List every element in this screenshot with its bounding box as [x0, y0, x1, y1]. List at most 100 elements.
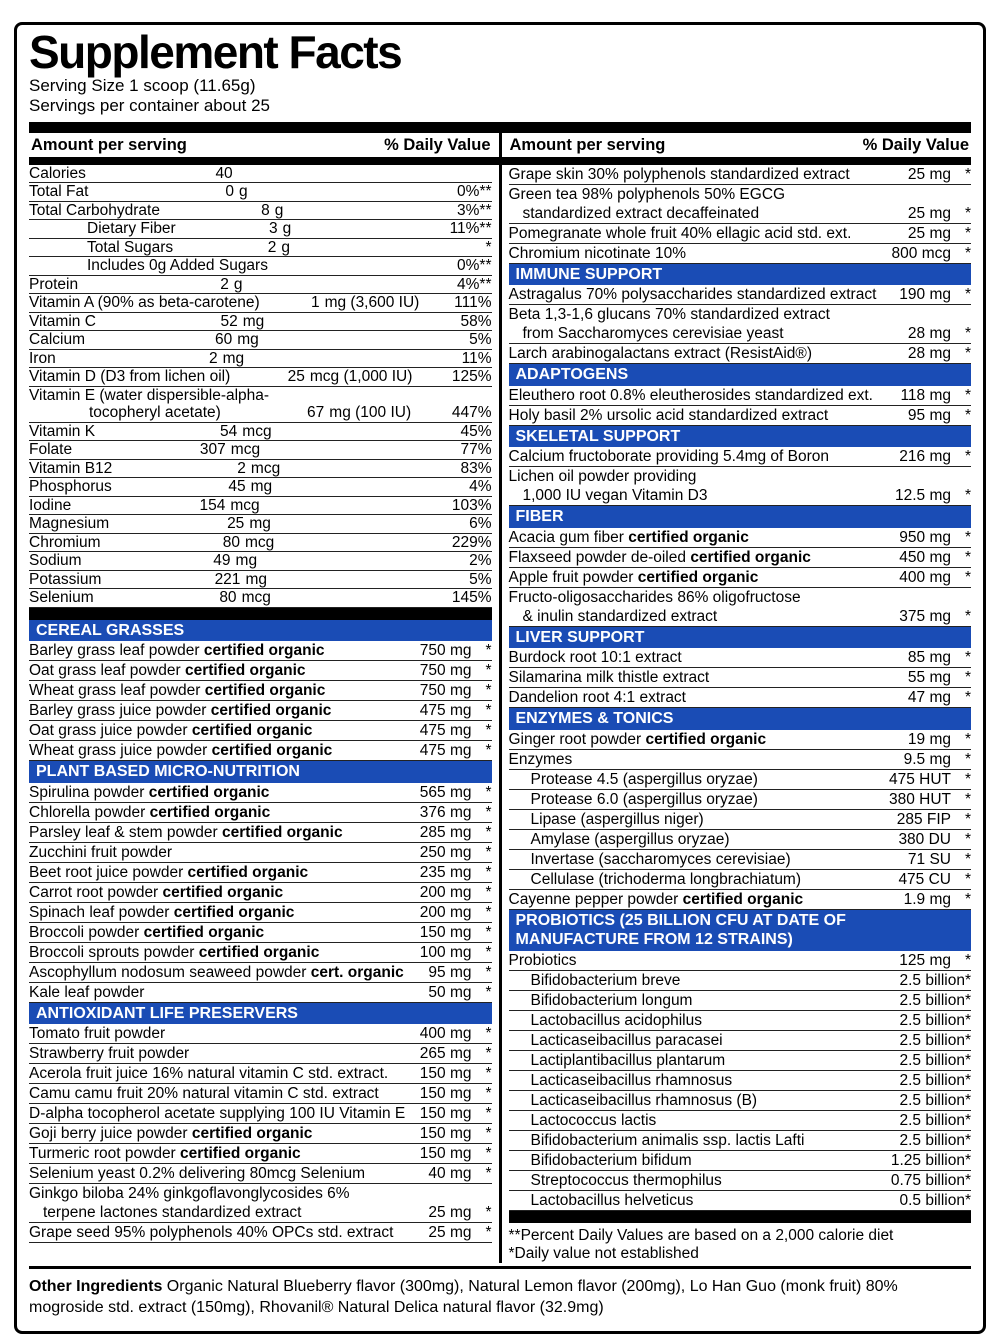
ingredient-amount: 750 mg — [419, 682, 472, 700]
ingredient-amount: 475 mg — [419, 742, 472, 760]
ingredient-name-line: Fructo-oligosaccharides 86% oligofructos… — [508, 588, 801, 606]
ingredient-name: Acerola fruit juice 16% natural vitamin … — [29, 1064, 416, 1083]
ingredient-row: D-alpha tocopherol acetate supplying 100… — [29, 1104, 492, 1125]
nutrient-row: Vitamin B12 2 mcg 83% — [29, 460, 492, 479]
ingredient-name-line: Bifidobacterium animalis ssp. lactis Laf… — [530, 1131, 805, 1149]
ingredient-row: Silamarina milk thistle extract 55 mg * — [508, 668, 971, 689]
nutrient-name-line: Vitamin D (D3 from lichen oil) — [29, 368, 231, 386]
ingredient-name: Green tea 98% polyphenols 50% EGCG standa… — [509, 185, 904, 223]
ingredient-row: Parsley leaf & stem powder certified org… — [29, 823, 492, 843]
amount-value: 49 — [213, 552, 231, 570]
amount-value: 67 — [307, 404, 325, 422]
daily-value: 11% — [461, 349, 492, 367]
ingredient-name-line: Apple fruit powder certified organic — [508, 568, 759, 586]
daily-value: * — [964, 448, 971, 466]
ingredient-amount: 475 mg — [419, 722, 472, 740]
ingredient-row: Protease 4.5 (aspergillus oryzae) 475 HUT… — [508, 770, 971, 790]
daily-value: 0%** — [457, 183, 492, 201]
ingredient-name: Tomato fruit powder — [29, 1024, 416, 1043]
right-column: Grape skin 30% polyphenols standardized … — [498, 164, 971, 1263]
ingredient-name-line: Amylase (aspergillus oryzae) — [530, 830, 730, 848]
ingredient-name-line: Protease 6.0 (aspergillus oryzae) — [530, 790, 758, 808]
section-header: FIBER — [508, 506, 971, 528]
ingredient-name-line: Lacticaseibacillus rhamnosus (B) — [530, 1091, 758, 1109]
ingredient-name: Lactobacillus acidophilus — [509, 1011, 896, 1030]
ingredient-row: Ginger root powder certified organic 19 m… — [508, 730, 971, 750]
ingredient-amount: 565 mg — [419, 783, 472, 801]
ingredient-name: Silamarina milk thistle extract — [509, 668, 904, 687]
ingredient-row: Eleuthero root 0.8% eleutherosides stand… — [508, 386, 971, 406]
amount-unit: mg — [242, 312, 265, 330]
daily-value: * — [964, 406, 971, 424]
nutrient-name-line: Chromium — [29, 533, 101, 551]
ingredient-name: Acacia gum fiber certified organic — [509, 528, 896, 547]
ingredient-name-line: Eleuthero root 0.8% eleutherosides stand… — [508, 386, 873, 404]
nutrient-name: Folate — [29, 441, 184, 459]
ingredient-name-line: Pomegranate whole fruit 40% ellagic acid… — [508, 224, 852, 242]
servings-per-container: Servings per container about 25 — [29, 96, 270, 116]
section-header: ENZYMES & TONICS — [508, 708, 971, 730]
certified-organic-label: certified organic — [180, 1145, 301, 1163]
nutrient-name: Vitamin B12 — [29, 460, 204, 478]
ingredient-name-line: Barley grass leaf powder certified organ… — [29, 642, 325, 660]
ingredient-amount: 9.5 mg — [903, 750, 951, 768]
nutrient-name-line: Includes 0g Added Sugars — [87, 257, 268, 275]
nutrient-row: Folate 307 mcg 77% — [29, 441, 492, 460]
left-sections: CEREAL GRASSES Barley grass leaf powder c… — [29, 619, 492, 1244]
ingredient-name: Chromium nicotinate 10% — [509, 244, 888, 263]
certified-organic-label: certified organic — [211, 742, 333, 760]
ingredient-name: Cellulase (trichoderma longbrachiatum) — [509, 870, 895, 889]
nutrient-name-line: Calories — [29, 164, 86, 182]
ingredient-amount: 376 mg — [419, 803, 472, 821]
daily-value: * — [964, 830, 971, 848]
ingredient-name: Enzymes — [509, 750, 900, 769]
section-header: PLANT BASED MICRO-NUTRITION — [29, 761, 492, 783]
ingredient-amount: 2.5 billion* — [899, 1071, 971, 1089]
ingredient-name-line: Kale leaf powder — [29, 983, 145, 1001]
daily-value: * — [485, 742, 492, 760]
ingredient-row: Lichen oil powder providing 1,000 IU vega… — [508, 467, 971, 507]
daily-value: 45% — [460, 422, 492, 440]
ingredient-row: Turmeric root powder certified organic 15… — [29, 1144, 492, 1165]
nutrient-name: Protein — [29, 276, 187, 294]
ingredient-amount: 235 mg — [419, 863, 472, 881]
ingredient-row: Spinach leaf powder certified organic 200… — [29, 903, 492, 923]
certified-organic-label: certified organic — [645, 730, 767, 748]
ingredient-name: Barley grass leaf powder certified organ… — [29, 641, 416, 660]
daily-value: * — [964, 669, 971, 687]
certified-organic-label: certified organic — [204, 682, 326, 700]
ingredient-row: Ascophyllum nodosum seaweed powder cert.… — [29, 963, 492, 983]
ingredient-name-line: Acerola fruit juice 16% natural vitamin … — [29, 1065, 389, 1083]
ingredient-row: Invertase (saccharomyces cerevisiae) 71 S… — [508, 850, 971, 870]
ingredient-name-line: Broccoli sprouts powder certified organi… — [29, 943, 320, 961]
ingredient-row: Spirulina powder certified organic 565 mg… — [29, 783, 492, 803]
ingredient-name-line: Broccoli powder certified organic — [29, 923, 265, 941]
ingredient-row: Lactobacillus acidophilus 2.5 billion* — [508, 1011, 971, 1031]
daily-value: * — [964, 345, 971, 363]
amount-per-serving-label: Amount per serving — [31, 135, 187, 154]
ingredient-amount: 475 HUT — [888, 770, 951, 788]
nutrient-amount: 49 mg — [189, 552, 341, 570]
serving-size: Serving Size 1 scoop (11.65g) — [29, 75, 256, 95]
nutrient-row: Vitamin D (D3 from lichen oil) 25 mcg (1,0… — [29, 368, 492, 387]
ingredient-row: Selenium yeast 0.2% delivering 80mcg Sel… — [29, 1164, 492, 1185]
ingredient-name: Chlorella powder certified organic — [29, 803, 416, 822]
nutrient-name-line: Potassium — [29, 570, 102, 588]
ingredient-name: Probiotics — [509, 951, 896, 970]
certified-organic-label: certified organic — [173, 903, 295, 921]
ingredient-amount: 71 SU — [907, 850, 951, 868]
ingredient-amount: 2.5 billion* — [899, 1051, 971, 1069]
daily-value: * — [964, 548, 971, 566]
daily-value: * — [964, 286, 971, 304]
ingredient-name-line: Ascophyllum nodosum seaweed powder cert.… — [29, 963, 404, 981]
ingredient-name: Oat grass leaf powder certified organic — [29, 661, 416, 680]
nutrient-row: Vitamin A (90% as beta-carotene) 1 mg (3,6… — [29, 294, 492, 313]
ingredient-name: Bifidobacterium animalis ssp. lactis Laf… — [509, 1131, 896, 1150]
nutrient-amount: 45 mg — [204, 478, 356, 496]
ingredient-amount: 950 mg — [899, 528, 951, 546]
daily-value: 3%** — [457, 201, 492, 219]
daily-value: 229% — [451, 533, 492, 551]
ingredient-name: Strawberry fruit powder — [29, 1044, 416, 1063]
section-header: PROBIOTICS (25 BILLION CFU AT DATE OF MA… — [508, 909, 971, 951]
nutrient-name: Vitamin K — [29, 423, 195, 441]
